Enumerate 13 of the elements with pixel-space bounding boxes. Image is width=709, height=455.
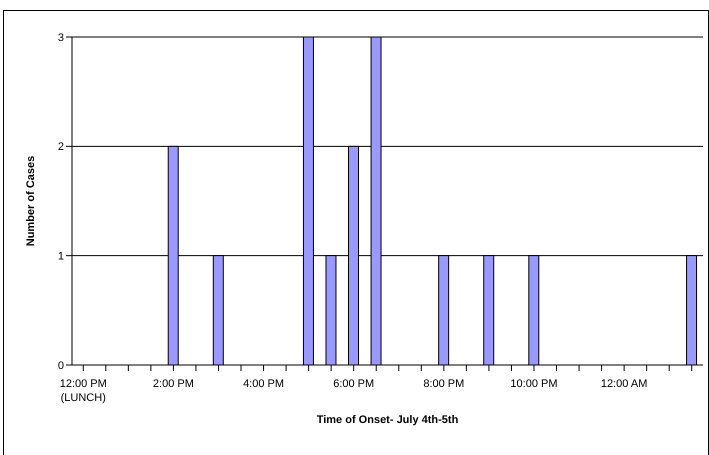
y-axis-title: Number of Cases (24, 156, 37, 246)
x-tick-label: 6:00 PM (333, 378, 374, 390)
y-tick-label: 1 (58, 250, 64, 263)
x-tick-label: 2:00 PM (152, 378, 194, 390)
x-tick-label: 8:00 PM (423, 378, 464, 390)
x-tick-label: 10:00 PM (510, 378, 558, 390)
x-axis-title: Time of Onset- July 4th-5th (316, 414, 459, 426)
x-tick-label: 12:00 AM (600, 378, 648, 390)
y-tick-label: 3 (58, 32, 64, 44)
y-tick-label: 2 (58, 141, 64, 154)
y-tick-label: 0 (58, 360, 64, 372)
x-tick-label: 4:00 PM (243, 378, 284, 390)
x-tick-label: 12:00 PM (LUNCH) (60, 378, 107, 404)
